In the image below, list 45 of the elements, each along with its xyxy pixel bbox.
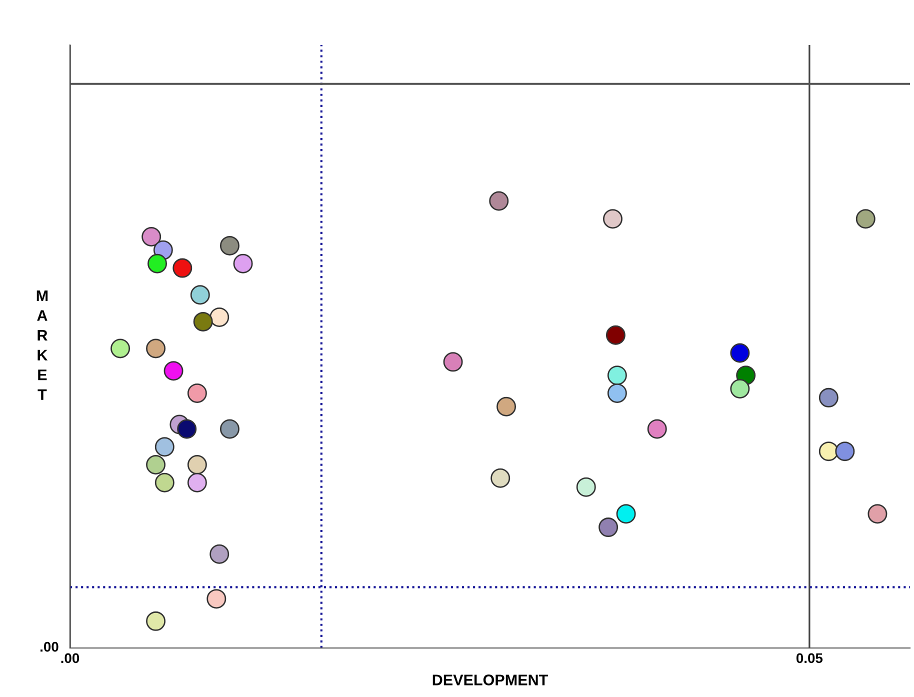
- point: [496, 396, 516, 416]
- point: [187, 472, 207, 492]
- point: [602, 209, 622, 229]
- point: [607, 383, 627, 403]
- point: [233, 254, 253, 274]
- point: [206, 589, 226, 609]
- y-axis-title: MARKET: [36, 290, 48, 400]
- point: [210, 307, 230, 327]
- point: [576, 477, 596, 497]
- x-tick-label: 0.05: [796, 653, 823, 664]
- point: [607, 366, 627, 386]
- point: [489, 191, 509, 211]
- x-axis-title: DEVELOPMENT: [432, 674, 548, 686]
- point: [146, 338, 166, 358]
- point: [606, 325, 626, 345]
- point: [868, 504, 888, 524]
- point: [220, 419, 240, 439]
- point: [730, 378, 750, 398]
- point: [818, 442, 838, 462]
- point: [154, 437, 174, 457]
- point: [220, 236, 240, 256]
- point: [148, 254, 168, 274]
- point: [146, 454, 166, 474]
- point: [110, 338, 130, 358]
- point: [210, 544, 230, 564]
- point: [443, 352, 463, 372]
- point: [647, 419, 667, 439]
- point: [835, 442, 855, 462]
- point: [730, 343, 750, 363]
- point: [164, 361, 184, 381]
- point: [193, 312, 213, 332]
- point: [856, 209, 876, 229]
- point: [154, 472, 174, 492]
- point: [187, 454, 207, 474]
- point: [172, 258, 192, 278]
- point: [190, 285, 210, 305]
- point: [490, 468, 510, 488]
- point: [616, 504, 636, 524]
- point: [818, 388, 838, 408]
- text: .00: [40, 642, 58, 652]
- point: [146, 611, 166, 631]
- point: [177, 419, 197, 439]
- point: [598, 518, 618, 538]
- point: [187, 383, 207, 403]
- point: [142, 227, 162, 247]
